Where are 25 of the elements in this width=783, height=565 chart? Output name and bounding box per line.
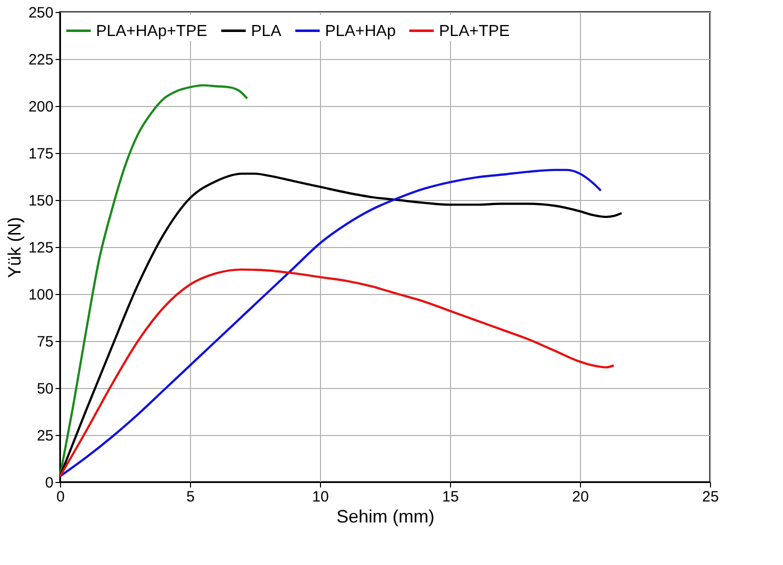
y-tick-label: 125 — [28, 240, 54, 256]
y-tick-label: 25 — [36, 428, 54, 444]
y-tick-label: 225 — [28, 52, 54, 68]
line-series — [58, 84, 248, 478]
y-tick-label: 150 — [28, 192, 54, 210]
x-axis-title: Sehim (mm) — [336, 506, 434, 526]
y-tick-label: 250 — [28, 4, 54, 22]
y-tick-label: 175 — [28, 146, 54, 162]
x-tick-label: 5 — [186, 488, 195, 506]
legend-label: PLA+HAp — [325, 22, 396, 40]
x-tick-label: 15 — [442, 488, 459, 506]
y-tick-label: 100 — [28, 286, 54, 304]
y-tick-label: 50 — [36, 380, 54, 398]
y-tick-label: 0 — [45, 474, 54, 492]
y-tick-label: 200 — [28, 98, 54, 116]
y-axis-title: Yük (N) — [4, 216, 24, 278]
legend-label: PLA+TPE — [439, 22, 510, 40]
line-series — [58, 268, 615, 478]
x-tick-label: 20 — [572, 488, 589, 506]
y-tick-label: 75 — [36, 334, 54, 350]
legend-label: PLA — [251, 22, 282, 40]
x-tick-label: 25 — [702, 488, 719, 506]
x-tick-label: 0 — [56, 488, 65, 506]
x-tick-label: 10 — [312, 488, 329, 506]
legend-label: PLA+HAp+TPE — [96, 22, 208, 40]
